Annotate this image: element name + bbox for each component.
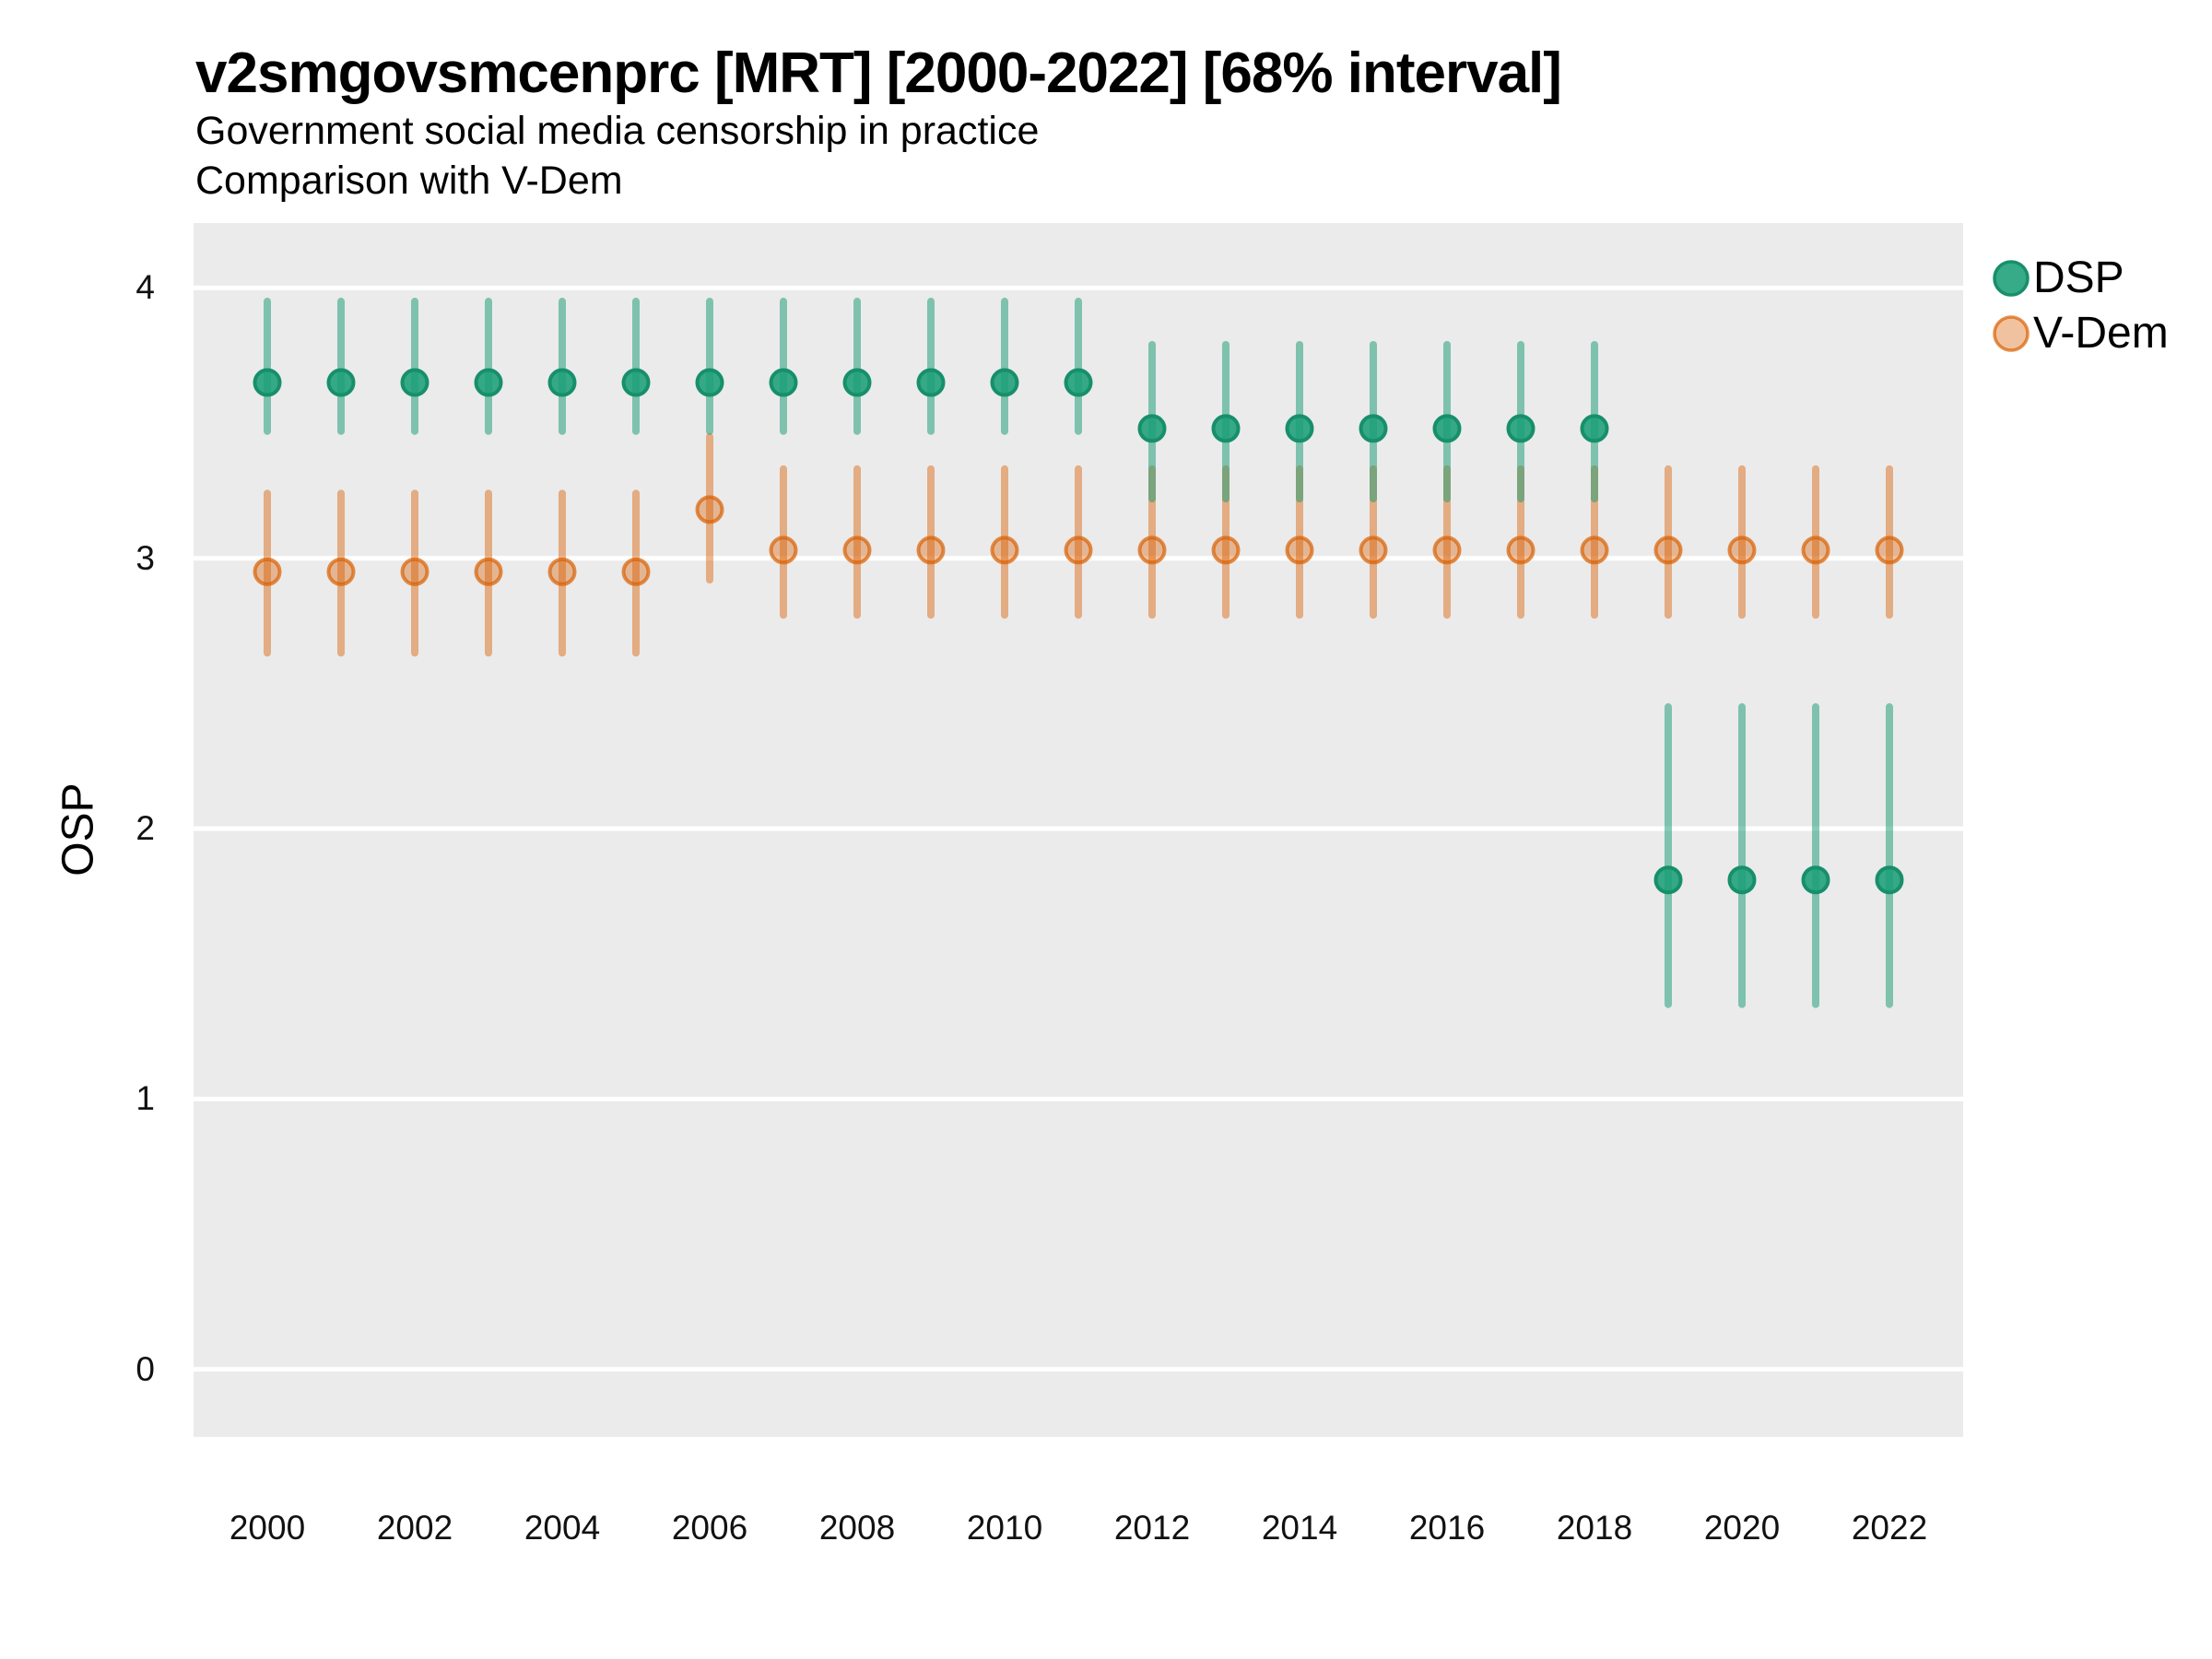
- x-tick-label: 2022: [1851, 1509, 1928, 1547]
- chart-title: v2smgovsmcenprc [MRT] [2000-2022] [68% i…: [195, 41, 1562, 105]
- legend-label-vdem: V-Dem: [2033, 309, 2169, 358]
- x-tick-label: 2006: [671, 1509, 748, 1547]
- x-tick-label: 2014: [1261, 1509, 1338, 1547]
- x-tick-label: 2020: [1703, 1509, 1781, 1547]
- x-tick-label: 2002: [376, 1509, 453, 1547]
- vdem-points: [253, 495, 1904, 586]
- dsp-range-lines: [264, 298, 1893, 1008]
- x-tick-label: 2000: [229, 1509, 306, 1547]
- y-tick-label: 4: [135, 268, 155, 307]
- x-tick-label: 2012: [1113, 1509, 1191, 1547]
- y-axis-title: OSP: [53, 782, 103, 877]
- y-tick-label: 0: [135, 1349, 155, 1388]
- x-tick-label: 2004: [524, 1509, 601, 1547]
- x-tick-label: 2010: [966, 1509, 1043, 1547]
- x-tick-label: 2008: [818, 1509, 896, 1547]
- y-tick-label: 3: [135, 538, 155, 577]
- vdem-legend-swatch-icon: [1993, 315, 2030, 352]
- chart-subtitle: Government social media censorship in pr…: [195, 109, 1040, 153]
- dsp-legend-swatch-icon: [1993, 260, 2030, 297]
- legend-label-dsp: DSP: [2033, 253, 2124, 302]
- chart-subtitle-2: Comparison with V-Dem: [195, 159, 623, 203]
- dsp-points: [253, 368, 1904, 895]
- y-tick-label: 2: [135, 809, 155, 848]
- x-tick-label: 2018: [1556, 1509, 1633, 1547]
- y-tick-label: 1: [135, 1079, 155, 1118]
- x-tick-label: 2016: [1408, 1509, 1486, 1547]
- vdem-range-lines: [264, 432, 1893, 657]
